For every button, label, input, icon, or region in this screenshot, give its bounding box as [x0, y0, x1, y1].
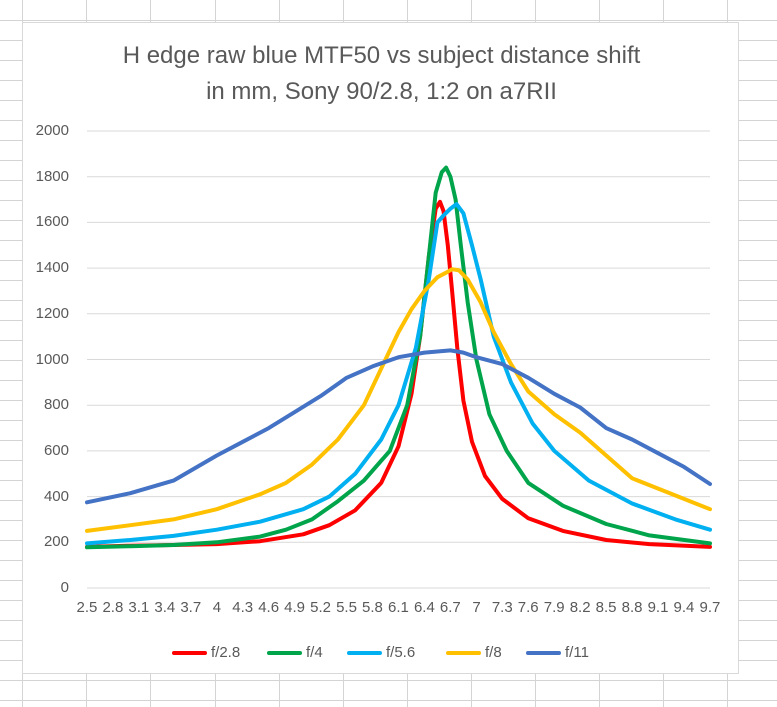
legend-swatch — [347, 651, 382, 655]
y-tick-label: 1400 — [35, 259, 69, 277]
x-tick-label: 3.4 — [154, 599, 176, 616]
x-tick-label: 2.5 — [76, 599, 98, 616]
series-line-f-11 — [85, 348, 712, 505]
chart-title-line-1: H edge raw blue MTF50 vs subject distanc… — [122, 42, 641, 69]
legend-swatch — [446, 651, 481, 655]
x-tick-label: 6.7 — [439, 599, 461, 616]
series-line-f-4 — [85, 165, 712, 550]
y-tick-label: 1800 — [35, 167, 69, 185]
legend-label: f/11 — [565, 644, 589, 661]
x-tick-label: 4.9 — [284, 599, 306, 616]
x-tick-label: 7.3 — [491, 599, 513, 616]
x-tick-label: 7.6 — [517, 599, 539, 616]
x-tick-label: 7.9 — [543, 599, 565, 616]
y-tick-label: 1000 — [35, 350, 69, 368]
x-tick-label: 6.4 — [413, 599, 435, 616]
legend-swatch — [172, 651, 207, 655]
x-tick-label: 2.8 — [102, 599, 124, 616]
y-tick-label: 0 — [60, 579, 69, 596]
x-tick-label: 8.2 — [569, 599, 591, 616]
legend-label: f/8 — [485, 644, 502, 661]
x-tick-label: 3.7 — [180, 599, 202, 616]
y-tick-label: 400 — [43, 487, 69, 505]
series-line-f-5-6 — [85, 202, 712, 546]
legend-label: f/2.8 — [211, 644, 241, 661]
x-tick-label: 5.2 — [310, 599, 331, 616]
x-tick-label: 8.5 — [595, 599, 617, 616]
legend-label: f/4 — [306, 644, 323, 661]
y-tick-label: 800 — [43, 396, 69, 414]
y-tick-label: 1600 — [35, 213, 69, 231]
x-tick-label: 7 — [472, 599, 481, 616]
x-tick-label: 4.3 — [232, 599, 254, 616]
legend-swatch — [267, 651, 302, 655]
chart-legend: f/2.8 f/4 f/5.6 f/8 f/11 — [23, 642, 740, 664]
x-tick-label: 4.6 — [258, 599, 280, 616]
y-tick-label: 1200 — [35, 304, 69, 322]
y-tick-label: 2000 — [35, 122, 69, 139]
x-tick-label: 9.7 — [699, 599, 721, 616]
x-tick-label: 3.1 — [128, 599, 150, 616]
x-tick-label: 8.8 — [621, 599, 643, 616]
legend-swatch — [526, 651, 561, 655]
series-line-f-8 — [85, 267, 712, 533]
y-tick-label: 600 — [43, 441, 69, 459]
series-line-f-2-8 — [85, 199, 712, 549]
x-tick-label: 4 — [212, 599, 222, 616]
chart-plot — [85, 130, 712, 589]
x-tick-label: 6.1 — [388, 599, 409, 616]
y-tick-label: 200 — [43, 533, 69, 551]
chart-area[interactable]: H edge raw blue MTF50 vs subject distanc… — [22, 22, 739, 674]
x-tick-label: 9.1 — [647, 599, 669, 616]
x-tick-label: 5.8 — [362, 599, 383, 616]
x-tick-label: 9.4 — [673, 599, 695, 616]
chart-title-line-2: in mm, Sony 90/2.8, 1:2 on a7RII — [206, 78, 557, 105]
legend-label: f/5.6 — [386, 644, 416, 661]
x-tick-label: 5.5 — [336, 599, 357, 616]
